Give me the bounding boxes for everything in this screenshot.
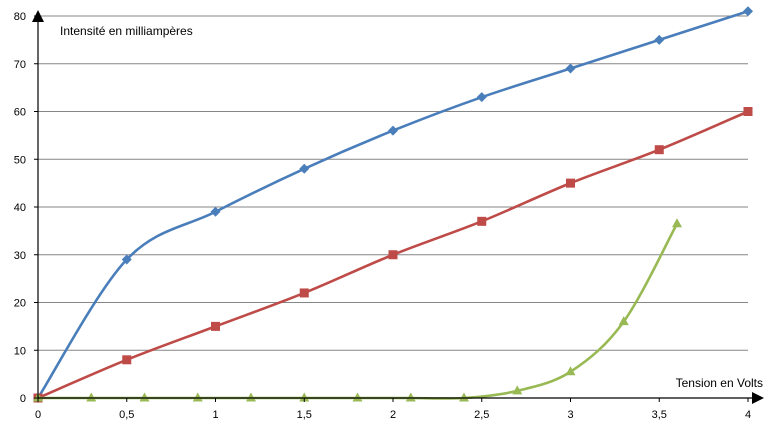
data-point-diamond bbox=[210, 206, 221, 217]
data-point-triangle bbox=[299, 392, 310, 402]
series-3 bbox=[33, 218, 682, 402]
data-point-triangle bbox=[565, 366, 576, 376]
y-tick-label: 50 bbox=[14, 154, 26, 166]
data-point-square bbox=[743, 107, 753, 116]
x-tick-label: 4 bbox=[745, 409, 751, 421]
x-tick-label: 3 bbox=[567, 409, 573, 421]
data-point-triangle bbox=[405, 392, 416, 402]
data-point-triangle bbox=[512, 385, 523, 395]
y-tick-label: 30 bbox=[14, 250, 26, 262]
data-point-triangle bbox=[618, 316, 629, 326]
data-point-triangle bbox=[192, 392, 203, 402]
gridlines bbox=[38, 15, 748, 351]
data-point-square bbox=[299, 288, 309, 298]
data-point-triangle bbox=[459, 392, 469, 402]
data-point-triangle bbox=[86, 392, 97, 402]
x-tick-label: 1,5 bbox=[297, 409, 312, 421]
data-point-diamond bbox=[299, 163, 310, 174]
data-point-square bbox=[566, 178, 575, 188]
data-point-triangle bbox=[352, 392, 363, 402]
y-tick-label: 70 bbox=[14, 59, 26, 71]
y-tick-label: 40 bbox=[14, 202, 26, 214]
series-1 bbox=[33, 6, 753, 403]
y-tick-label: 80 bbox=[14, 11, 26, 23]
data-point-triangle bbox=[246, 392, 256, 402]
series-line bbox=[38, 223, 679, 400]
x-axis-arrow-icon bbox=[752, 392, 764, 404]
y-tick-label: 20 bbox=[14, 298, 26, 310]
y-axis-title: Intensité en milliampères bbox=[60, 24, 193, 38]
series-line bbox=[36, 9, 749, 399]
x-tick-label: 0 bbox=[35, 409, 41, 421]
data-point-diamond bbox=[654, 34, 665, 45]
y-tick-label: 0 bbox=[20, 393, 26, 405]
data-point-diamond bbox=[476, 92, 487, 103]
x-tick-label: 1 bbox=[212, 409, 218, 421]
x-tick-label: 3,5 bbox=[652, 409, 667, 421]
x-axis-title: Tension en Volts bbox=[676, 376, 763, 390]
data-point-diamond bbox=[121, 254, 132, 265]
data-point-triangle bbox=[139, 392, 150, 402]
data-point-square bbox=[211, 321, 220, 331]
data-point-square bbox=[388, 250, 398, 260]
data-point-square bbox=[122, 355, 132, 365]
series-layer bbox=[33, 6, 753, 403]
x-tick-label: 2 bbox=[390, 409, 396, 421]
data-point-square bbox=[477, 216, 487, 226]
x-tick-label: 0,5 bbox=[119, 409, 134, 421]
data-point-diamond bbox=[565, 63, 576, 74]
data-point-triangle bbox=[672, 218, 682, 228]
data-point-square bbox=[654, 145, 664, 155]
data-point-diamond bbox=[743, 6, 753, 17]
y-tick-label: 10 bbox=[14, 345, 26, 357]
y-tick-label: 60 bbox=[14, 107, 26, 119]
data-point-diamond bbox=[388, 125, 398, 136]
x-tick-label: 2,5 bbox=[474, 409, 489, 421]
